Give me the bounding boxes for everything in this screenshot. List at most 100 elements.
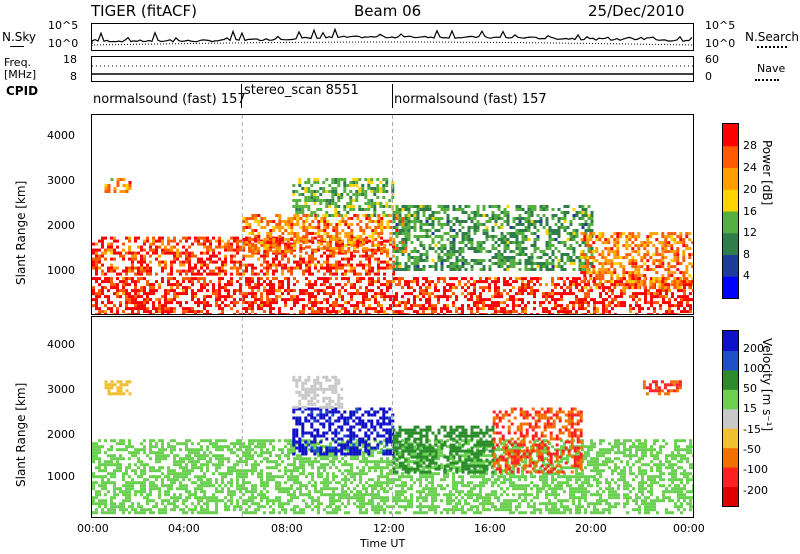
velocity-cell	[131, 484, 134, 488]
power-cell	[296, 263, 299, 267]
power-cell	[365, 295, 368, 299]
velocity-cell	[176, 505, 179, 509]
power-cell	[536, 262, 540, 265]
velocity-cell	[251, 439, 254, 443]
power-cell	[299, 247, 303, 250]
power-cell	[509, 232, 513, 235]
power-cell	[595, 238, 599, 242]
power-cell	[323, 298, 326, 302]
power-cell	[455, 217, 459, 220]
power-cell	[308, 254, 311, 258]
power-cell	[503, 235, 507, 238]
power-cell	[557, 226, 561, 229]
velocity-cell	[245, 499, 248, 503]
velocity-cell	[161, 502, 164, 506]
power-cell	[316, 214, 320, 217]
power-cell	[584, 208, 588, 211]
power-cell	[634, 283, 638, 287]
power-cell	[422, 253, 426, 256]
power-cell	[143, 260, 146, 264]
power-cell	[464, 259, 468, 262]
velocity-cell	[278, 490, 281, 494]
power-cell	[242, 229, 246, 232]
power-cell	[401, 226, 405, 229]
power-cell	[125, 289, 128, 293]
power-cell	[616, 253, 620, 257]
power-cell	[293, 247, 297, 250]
power-cell	[338, 310, 341, 314]
power-cb-tick-24: 24	[743, 161, 757, 174]
power-cell	[95, 295, 98, 299]
power-cell	[539, 217, 543, 220]
power-cell	[584, 313, 587, 314]
power-cell	[272, 239, 275, 243]
power-cell	[301, 208, 305, 211]
power-cell	[416, 220, 420, 223]
power-cell	[413, 289, 416, 293]
velocity-cell	[167, 493, 170, 497]
power-cell	[275, 263, 278, 267]
power-cell	[518, 253, 522, 256]
velocity-cell	[260, 499, 263, 503]
velocity-cell	[128, 439, 131, 443]
power-cell	[152, 304, 155, 308]
power-cell	[622, 271, 626, 275]
power-cell	[329, 310, 332, 314]
velocity-cell	[263, 442, 266, 446]
power-cell	[98, 292, 101, 296]
power-cell	[590, 253, 594, 256]
velocity-cell	[239, 439, 242, 443]
power-cell	[260, 292, 263, 296]
power-cell	[437, 256, 441, 259]
velocity-cell	[92, 496, 95, 500]
power-cell	[443, 232, 447, 235]
power-cell	[137, 295, 140, 299]
velocity-cell	[272, 466, 275, 470]
power-cell	[680, 310, 683, 314]
velocity-cell	[158, 490, 161, 494]
velocity-cell	[98, 463, 101, 467]
power-cell	[368, 289, 371, 293]
power-cell	[125, 266, 128, 270]
power-cell	[266, 232, 270, 235]
power-cb-tick-12: 12	[743, 226, 757, 239]
power-cell	[689, 304, 692, 308]
power-cell	[353, 250, 357, 253]
velocity-cell	[101, 481, 104, 485]
power-cell	[140, 248, 143, 252]
power-cell	[628, 244, 632, 248]
velocity-cell	[119, 463, 122, 467]
power-cell	[158, 298, 161, 302]
power-cell	[308, 269, 311, 273]
power-cell	[296, 223, 300, 226]
power-cell	[254, 214, 258, 217]
power-cell	[431, 211, 435, 214]
power-cell	[263, 217, 267, 220]
power-cell	[437, 295, 440, 299]
velocity-cell	[245, 460, 248, 464]
power-cell	[644, 301, 647, 305]
power-cell	[272, 292, 275, 296]
power-cell	[335, 229, 339, 232]
power-cell	[589, 274, 593, 278]
power-cell	[116, 310, 119, 314]
power-cell	[107, 307, 110, 311]
velocity-cell	[122, 472, 125, 476]
power-cell	[302, 229, 306, 232]
power-cell	[284, 289, 287, 293]
power-cell	[281, 226, 285, 229]
velocity-cell	[290, 448, 293, 452]
power-cell	[446, 307, 449, 311]
power-cell	[311, 257, 314, 261]
power-cell	[278, 260, 281, 264]
power-cell	[479, 247, 483, 250]
power-cell	[667, 265, 671, 269]
power-cell	[245, 223, 249, 226]
power-cell	[317, 277, 320, 281]
velocity-cell	[212, 484, 215, 488]
power-cell	[613, 244, 617, 248]
power-cell	[637, 274, 641, 278]
power-cell	[269, 244, 273, 247]
power-cell	[653, 310, 656, 314]
power-cell	[329, 247, 333, 250]
